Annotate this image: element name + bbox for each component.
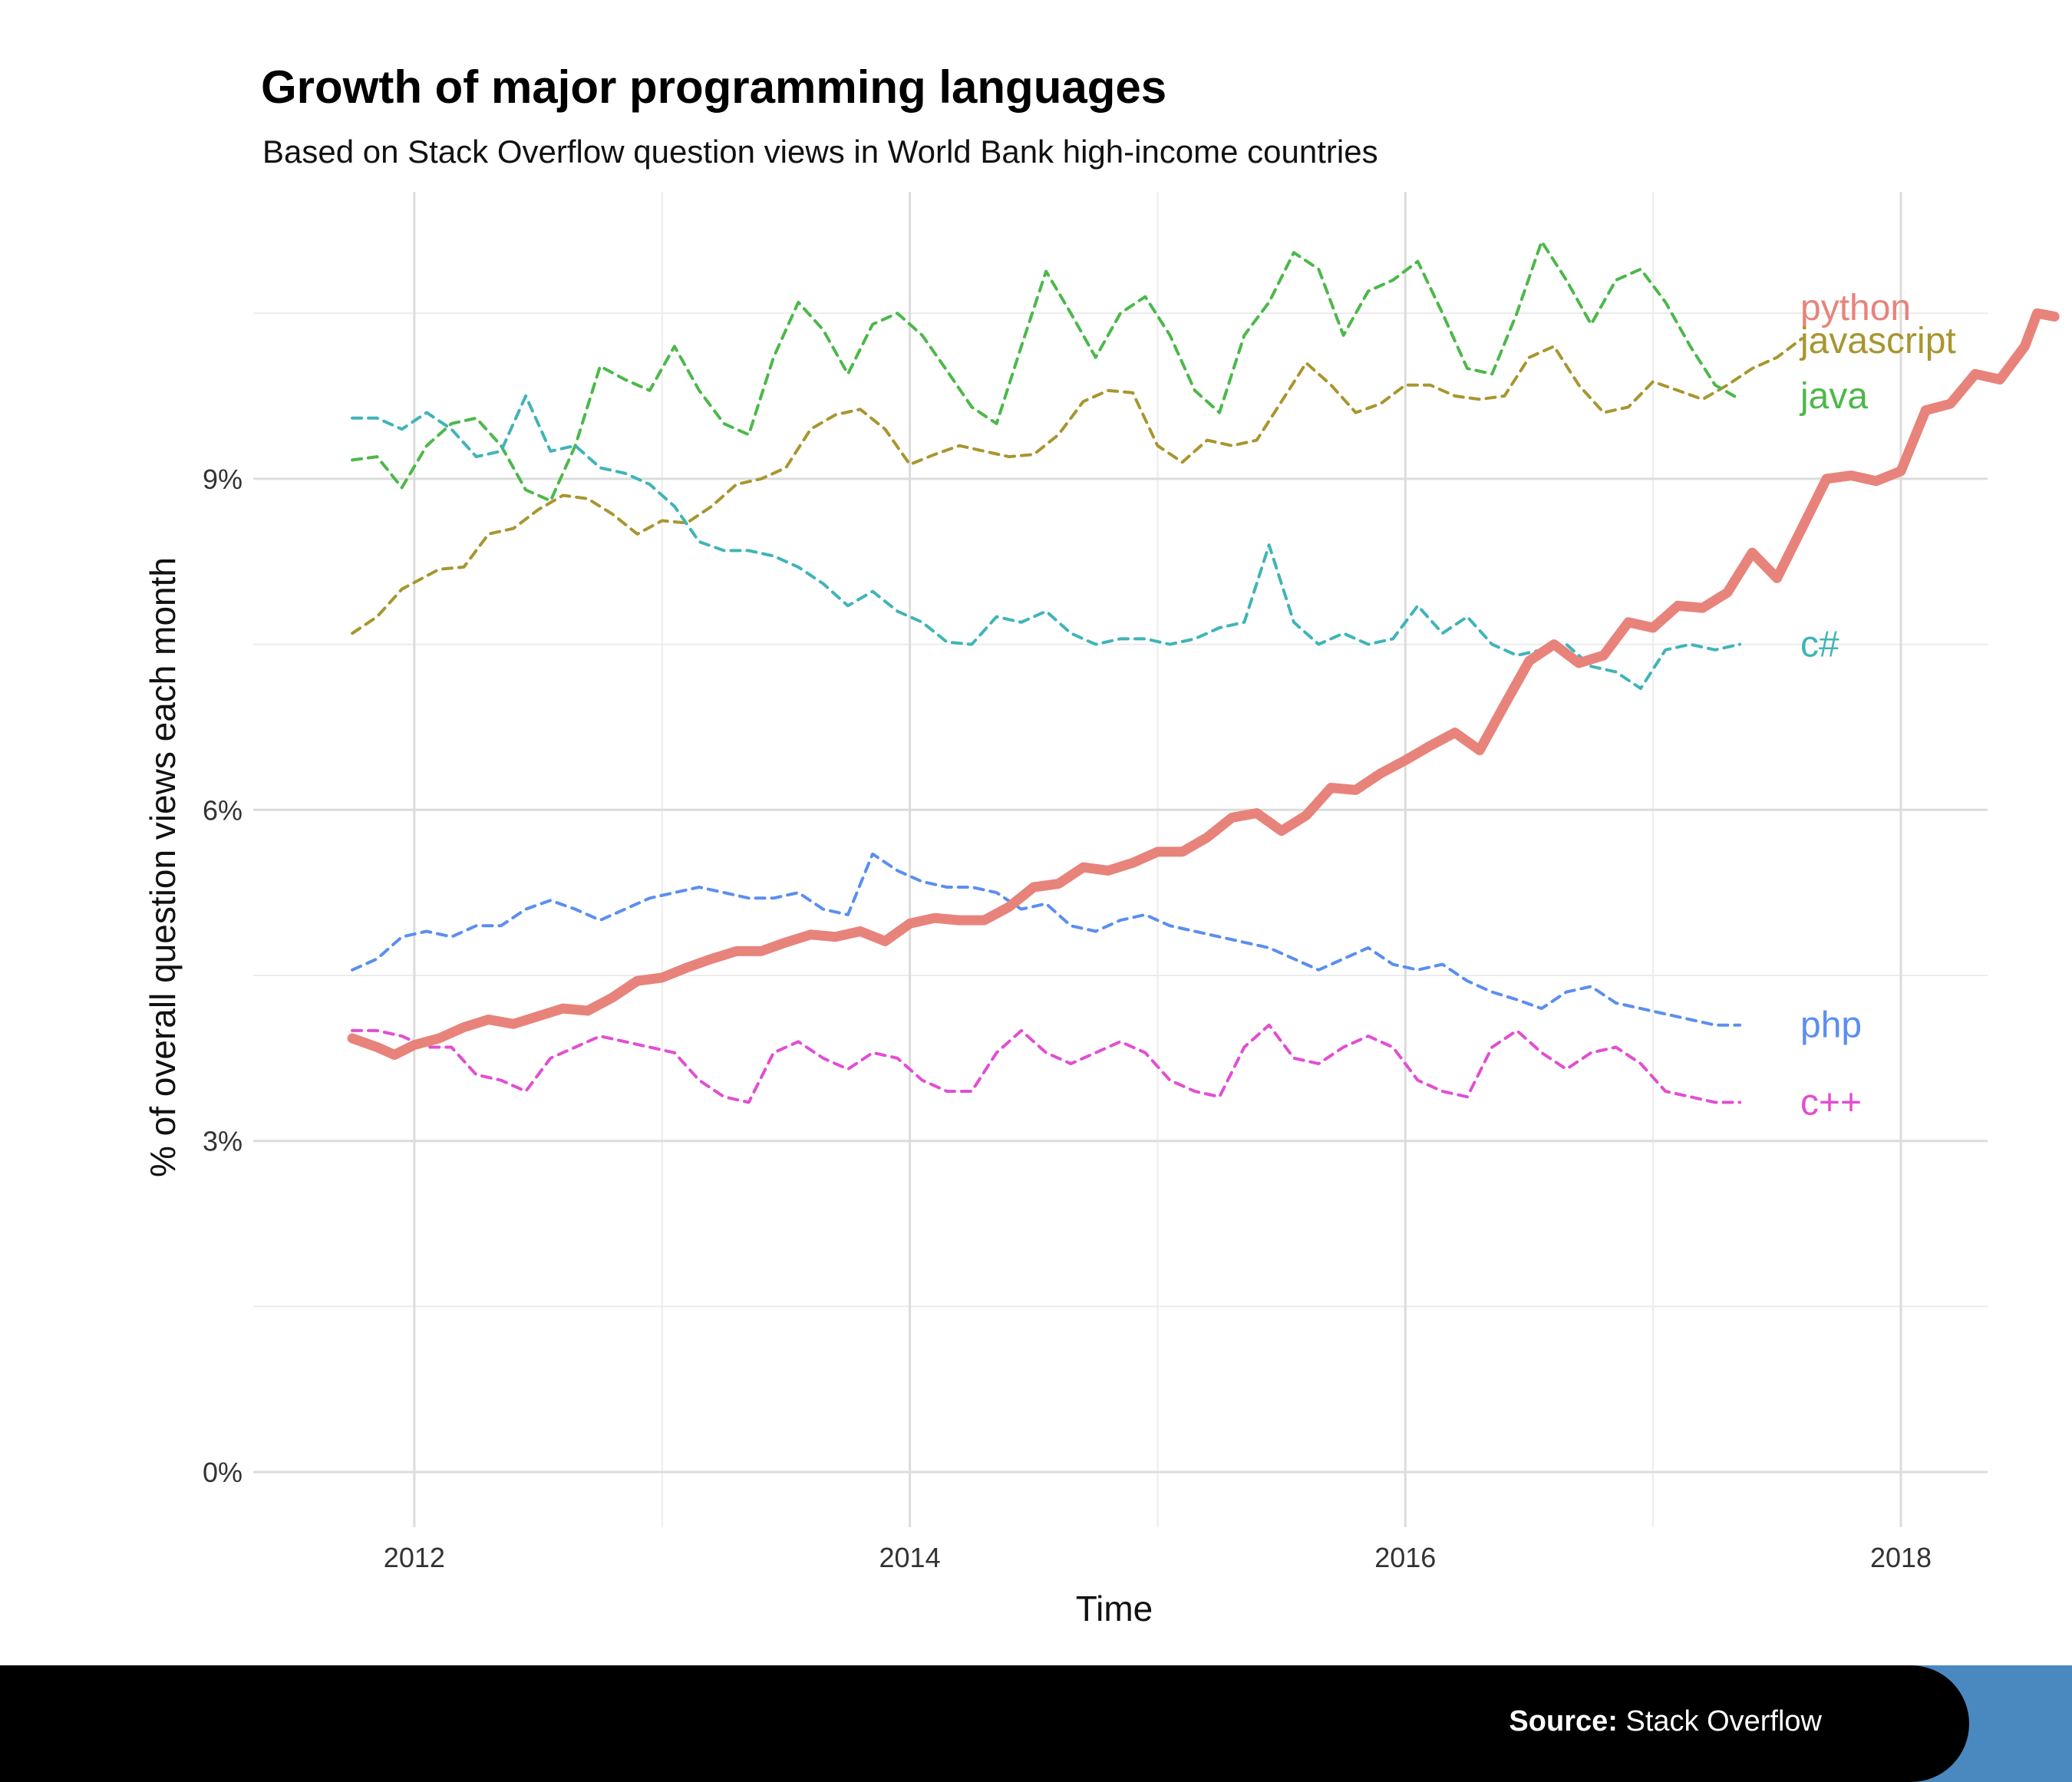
x-tick-label: 2012 [384, 1542, 445, 1573]
x-tick-label: 2016 [1374, 1542, 1436, 1573]
series-label-cplusplus: c++ [1800, 1082, 1862, 1123]
chart-area: python javascript java c# php c++ 0% 3% 6% 9% 201… [143, 61, 2060, 1629]
x-axis-title: Time [1076, 1589, 1153, 1629]
series-line-cplusplus [351, 1023, 1742, 1104]
series-line-python [347, 308, 2060, 1060]
y-tick-label: 9% [203, 464, 243, 495]
x-tick-label: 2018 [1870, 1542, 1932, 1573]
series-label-python: python [1800, 288, 1911, 328]
axis-ticks: 0% 3% 6% 9% 2012 2014 2016 2018 [203, 464, 1932, 1573]
series-label-javascript: javascript [1799, 321, 1956, 361]
y-tick-label: 3% [203, 1126, 243, 1157]
chart-subtitle: Based on Stack Overflow question views i… [262, 134, 1378, 170]
y-tick-label: 6% [203, 794, 243, 826]
gridlines [253, 192, 1988, 1527]
source-credit: Source: Stack Overflow [1509, 1705, 1822, 1738]
y-tick-label: 0% [203, 1457, 243, 1488]
series-line-php [351, 852, 1742, 1027]
footer-pill: Source: Stack Overflow [0, 1665, 1969, 1782]
series-lines [347, 239, 2060, 1104]
series-label-php: php [1800, 1005, 1862, 1046]
x-tick-label: 2014 [879, 1542, 941, 1573]
series-label-java: java [1799, 376, 1868, 417]
series-line-javascript [351, 337, 1803, 635]
source-text: Stack Overflow [1625, 1705, 1822, 1737]
chart-title: Growth of major programming languages [261, 61, 1166, 113]
footer-bar: Source: Stack Overflow [0, 1665, 2072, 1782]
y-axis-title: % of overall question views each month [143, 557, 183, 1177]
series-label-csharp: c# [1800, 625, 1839, 665]
source-label: Source: [1509, 1705, 1618, 1737]
series-line-java [351, 239, 1742, 503]
series-line-csharp [351, 394, 1742, 691]
